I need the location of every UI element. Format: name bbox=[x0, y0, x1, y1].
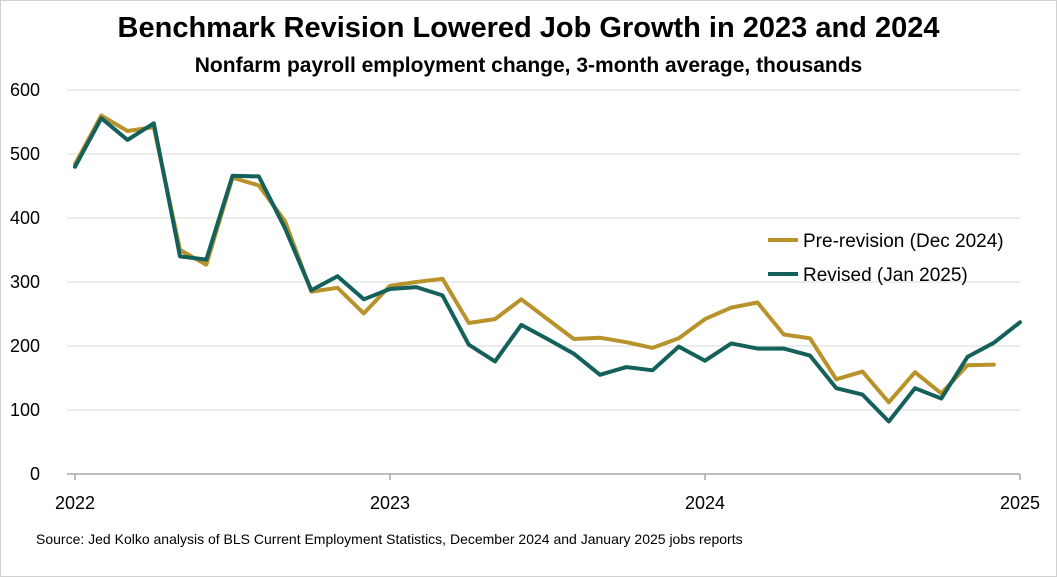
y-tick-label: 400 bbox=[10, 208, 40, 228]
y-tick-label: 300 bbox=[10, 272, 40, 292]
x-tick-label: 2022 bbox=[55, 493, 95, 513]
revised-line bbox=[73, 116, 1022, 424]
y-tick-label: 600 bbox=[10, 80, 40, 100]
x-tick-label: 2024 bbox=[685, 493, 725, 513]
x-tick-label: 2025 bbox=[1000, 493, 1040, 513]
gridlines bbox=[67, 89, 1020, 475]
series-lines bbox=[73, 113, 1022, 424]
y-tick-label: 200 bbox=[10, 336, 40, 356]
x-axis-ticks: 2022 2023 2024 2025 bbox=[55, 474, 1040, 513]
y-tick-label: 100 bbox=[10, 400, 40, 420]
x-tick-label: 2023 bbox=[370, 493, 410, 513]
legend-label: Pre-revision (Dec 2024) bbox=[803, 231, 1004, 252]
y-axis-ticks: 0 100 200 300 400 500 600 bbox=[10, 80, 40, 484]
chart-subtitle: Nonfarm payroll employment change, 3-mon… bbox=[194, 54, 863, 77]
chart-title: Benchmark Revision Lowered Job Growth in… bbox=[117, 12, 940, 44]
pre-revision-line bbox=[73, 113, 996, 405]
y-tick-label: 500 bbox=[10, 144, 40, 164]
legend-label: Revised (Jan 2025) bbox=[803, 265, 968, 286]
legend: Pre-revision (Dec 2024) Revised (Jan 2025… bbox=[768, 231, 1004, 286]
y-tick-label: 0 bbox=[30, 464, 40, 484]
source-note: Source: Jed Kolko analysis of BLS Curren… bbox=[36, 531, 743, 547]
